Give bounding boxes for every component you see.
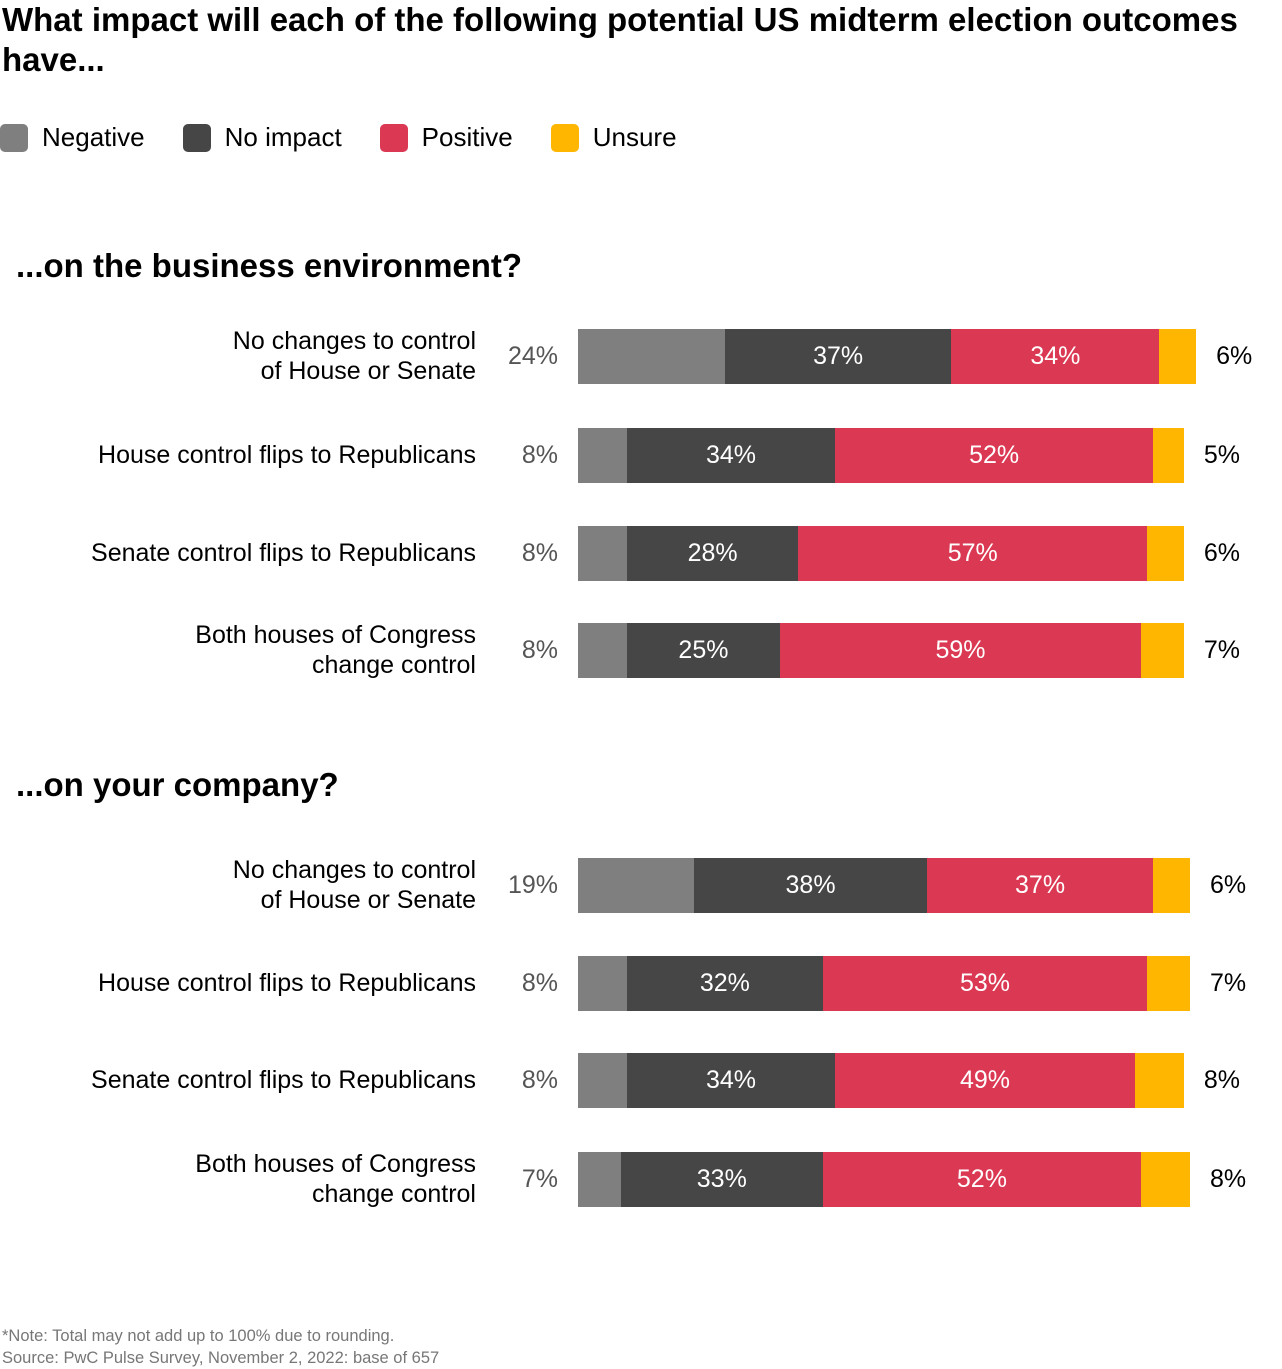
bar-segment-negative [578, 329, 725, 384]
value-label-unsure: 8% [1210, 1165, 1247, 1193]
value-label-negative: 8% [521, 441, 558, 469]
bar-segment-no-impact [724, 329, 952, 384]
value-label-no-impact: 33% [696, 1165, 747, 1193]
value-label-positive: 34% [1030, 342, 1081, 370]
value-label-no-impact: 32% [699, 969, 750, 997]
legend-label: Negative [42, 122, 145, 152]
value-label-positive: 49% [959, 1066, 1010, 1094]
bar-segment-no-impact [626, 428, 836, 483]
value-label-negative: 8% [521, 539, 558, 567]
bar-segment-positive [926, 858, 1154, 913]
row-label: No changes to control of House or Senate [232, 327, 476, 385]
value-label-negative: 8% [521, 969, 558, 997]
bar-segment-no-impact [626, 956, 823, 1011]
footer: *Note: Total may not add up to 100% due … [2, 1325, 439, 1369]
value-label-unsure: 6% [1210, 871, 1247, 899]
bar-segment-no-impact [626, 623, 780, 678]
row-label: Both houses of Congress change control [195, 621, 476, 679]
bar-segment-positive [779, 623, 1142, 678]
bar-segment-unsure [1141, 1152, 1190, 1207]
bar-segment-no-impact [694, 858, 927, 913]
value-label-no-impact: 38% [785, 871, 836, 899]
bar-segment-unsure [1147, 526, 1184, 581]
legend-label: Unsure [592, 122, 677, 152]
value-label-positive: 37% [1015, 871, 1066, 899]
row-label: House control flips to Republicans [98, 441, 476, 469]
value-label-no-impact: 34% [705, 441, 757, 469]
legend-label: Positive [421, 122, 513, 152]
footer-note: *Note: Total may not add up to 100% due … [2, 1327, 395, 1345]
legend-item-negative: Negative [0, 122, 145, 153]
value-label-positive: 52% [956, 1165, 1007, 1193]
legend: Negative No impact Positive Unsure [0, 122, 715, 153]
bar-segment-unsure [1153, 858, 1190, 913]
bar-segment-positive [951, 329, 1160, 384]
value-label-negative: 8% [521, 636, 558, 664]
section-title-company: ...on your company? [16, 766, 339, 803]
legend-swatch [550, 123, 579, 152]
section-title-business: ...on the business environment? [16, 247, 523, 284]
value-label-negative: 8% [521, 1066, 558, 1094]
bar-segment-unsure [1141, 623, 1184, 678]
bar-segment-unsure [1134, 1053, 1184, 1108]
value-label-negative: 19% [507, 871, 558, 899]
value-label-no-impact: 37% [813, 342, 864, 370]
value-label-no-impact: 34% [705, 1066, 757, 1094]
value-label-positive: 57% [947, 539, 998, 567]
bar-segment-positive [822, 956, 1148, 1011]
footer-source: Source: PwC Pulse Survey, November 2, 20… [2, 1349, 440, 1367]
bar-segment-negative [578, 858, 695, 913]
bar-segment-positive [835, 428, 1154, 483]
legend-label: No impact [224, 122, 342, 152]
bar-segment-positive [835, 1053, 1135, 1108]
value-label-negative: 7% [521, 1165, 558, 1193]
legend-swatch [0, 123, 28, 152]
bar-segment-unsure [1153, 428, 1184, 483]
legend-swatch [379, 123, 408, 152]
value-label-unsure: 7% [1210, 969, 1247, 997]
bar-segment-positive [798, 526, 1148, 581]
bar-segment-no-impact [626, 526, 799, 581]
value-label-positive: 59% [935, 636, 986, 664]
legend-item-unsure: Unsure [550, 122, 677, 153]
legend-item-no-impact: No impact [182, 122, 342, 153]
bar-segment-unsure [1147, 956, 1190, 1011]
row-label: Both houses of Congress change control [195, 1150, 476, 1208]
value-label-unsure: 6% [1203, 539, 1241, 567]
value-label-positive: 52% [969, 441, 1020, 469]
row-label: No changes to control of House or Senate [232, 856, 476, 914]
value-label-unsure: 6% [1216, 342, 1253, 370]
legend-item-positive: Positive [379, 122, 513, 153]
row-label: Senate control flips to Republicans [91, 1066, 476, 1094]
bar-segment-negative [578, 428, 627, 483]
value-label-no-impact: 25% [678, 636, 729, 664]
chart-title: What impact will each of the following p… [2, 1, 1238, 78]
bar-segment-negative [578, 956, 627, 1011]
bar-segment-positive [822, 1152, 1142, 1207]
bar-segment-unsure [1159, 329, 1197, 384]
value-label-negative: 24% [507, 342, 558, 370]
value-label-unsure: 7% [1203, 636, 1241, 664]
bar-segment-negative [578, 623, 627, 678]
bar-segment-negative [578, 1053, 627, 1108]
value-label-no-impact: 28% [687, 539, 738, 567]
value-label-unsure: 5% [1203, 441, 1241, 469]
value-label-unsure: 8% [1203, 1066, 1241, 1094]
bar-segment-negative [578, 526, 627, 581]
value-label-positive: 53% [959, 969, 1010, 997]
row-label: House control flips to Republicans [98, 969, 476, 997]
row-label: Senate control flips to Republicans [91, 539, 476, 567]
bar-segment-no-impact [620, 1152, 823, 1207]
bar-segment-negative [578, 1152, 621, 1207]
bar-segment-no-impact [626, 1053, 836, 1108]
legend-swatch [182, 123, 211, 152]
